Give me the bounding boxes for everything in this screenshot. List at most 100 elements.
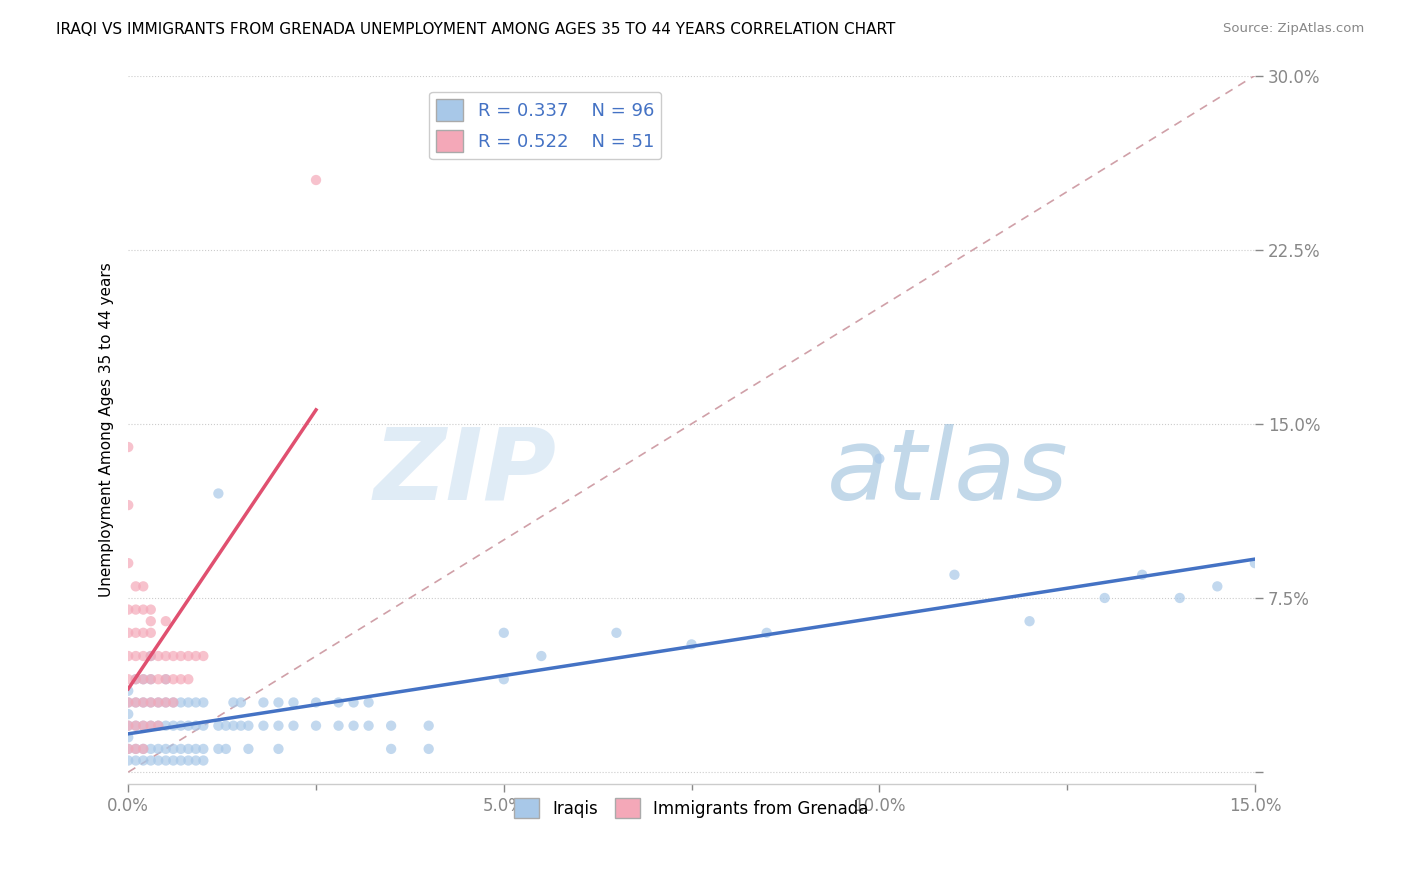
Point xyxy=(177,719,200,733)
Point xyxy=(162,719,184,733)
Point xyxy=(222,719,245,733)
Point xyxy=(148,719,170,733)
Point xyxy=(117,719,139,733)
Point xyxy=(418,742,440,756)
Point xyxy=(132,672,155,686)
Point xyxy=(125,672,148,686)
Point xyxy=(177,648,200,663)
Point xyxy=(139,719,162,733)
Point xyxy=(170,742,193,756)
Point xyxy=(193,696,215,710)
Point xyxy=(184,696,207,710)
Point xyxy=(125,754,148,768)
Point xyxy=(155,719,177,733)
Point xyxy=(139,672,162,686)
Point xyxy=(117,683,139,698)
Point xyxy=(155,648,177,663)
Point xyxy=(139,602,162,616)
Point xyxy=(530,648,553,663)
Point xyxy=(1168,591,1191,605)
Point xyxy=(148,742,170,756)
Point xyxy=(117,498,139,512)
Point xyxy=(132,672,155,686)
Point xyxy=(148,754,170,768)
Point xyxy=(132,696,155,710)
Point xyxy=(117,719,139,733)
Point xyxy=(943,567,966,582)
Point xyxy=(222,696,245,710)
Point xyxy=(252,696,274,710)
Point xyxy=(342,719,364,733)
Point xyxy=(148,719,170,733)
Point xyxy=(681,637,703,651)
Text: atlas: atlas xyxy=(827,424,1069,521)
Point xyxy=(380,719,402,733)
Point xyxy=(418,719,440,733)
Point xyxy=(117,648,139,663)
Point xyxy=(193,719,215,733)
Point xyxy=(139,719,162,733)
Point xyxy=(139,672,162,686)
Point xyxy=(238,719,260,733)
Point xyxy=(215,719,238,733)
Point xyxy=(132,742,155,756)
Text: Source: ZipAtlas.com: Source: ZipAtlas.com xyxy=(1223,22,1364,36)
Point xyxy=(132,754,155,768)
Point xyxy=(162,672,184,686)
Point xyxy=(132,602,155,616)
Point xyxy=(170,719,193,733)
Point xyxy=(177,696,200,710)
Point xyxy=(139,696,162,710)
Point xyxy=(139,754,162,768)
Point xyxy=(267,696,290,710)
Point xyxy=(1244,556,1267,570)
Point xyxy=(283,696,305,710)
Point xyxy=(267,742,290,756)
Point xyxy=(155,696,177,710)
Point xyxy=(238,742,260,756)
Text: IRAQI VS IMMIGRANTS FROM GRENADA UNEMPLOYMENT AMONG AGES 35 TO 44 YEARS CORRELAT: IRAQI VS IMMIGRANTS FROM GRENADA UNEMPLO… xyxy=(56,22,896,37)
Point xyxy=(139,625,162,640)
Point xyxy=(1206,579,1229,593)
Point xyxy=(328,696,350,710)
Point xyxy=(162,696,184,710)
Point xyxy=(132,625,155,640)
Point xyxy=(132,696,155,710)
Point xyxy=(184,719,207,733)
Point xyxy=(207,742,229,756)
Point xyxy=(207,486,229,500)
Point xyxy=(117,731,139,745)
Point xyxy=(170,696,193,710)
Point xyxy=(125,625,148,640)
Point xyxy=(139,696,162,710)
Point xyxy=(305,719,328,733)
Point xyxy=(170,648,193,663)
Point xyxy=(117,696,139,710)
Point xyxy=(162,648,184,663)
Point xyxy=(125,742,148,756)
Point xyxy=(193,754,215,768)
Point xyxy=(267,719,290,733)
Point xyxy=(155,754,177,768)
Point xyxy=(139,742,162,756)
Point xyxy=(357,719,380,733)
Point xyxy=(868,451,890,466)
Point xyxy=(170,672,193,686)
Point xyxy=(305,173,328,187)
Point xyxy=(125,719,148,733)
Point xyxy=(229,696,252,710)
Text: ZIP: ZIP xyxy=(374,424,557,521)
Point xyxy=(125,696,148,710)
Point xyxy=(357,696,380,710)
Point xyxy=(139,648,162,663)
Point xyxy=(125,648,148,663)
Legend: Iraqis, Immigrants from Grenada: Iraqis, Immigrants from Grenada xyxy=(508,791,876,825)
Point xyxy=(139,614,162,628)
Point xyxy=(155,614,177,628)
Point xyxy=(132,579,155,593)
Point xyxy=(380,742,402,756)
Point xyxy=(207,719,229,733)
Point xyxy=(117,625,139,640)
Point xyxy=(162,696,184,710)
Point xyxy=(162,754,184,768)
